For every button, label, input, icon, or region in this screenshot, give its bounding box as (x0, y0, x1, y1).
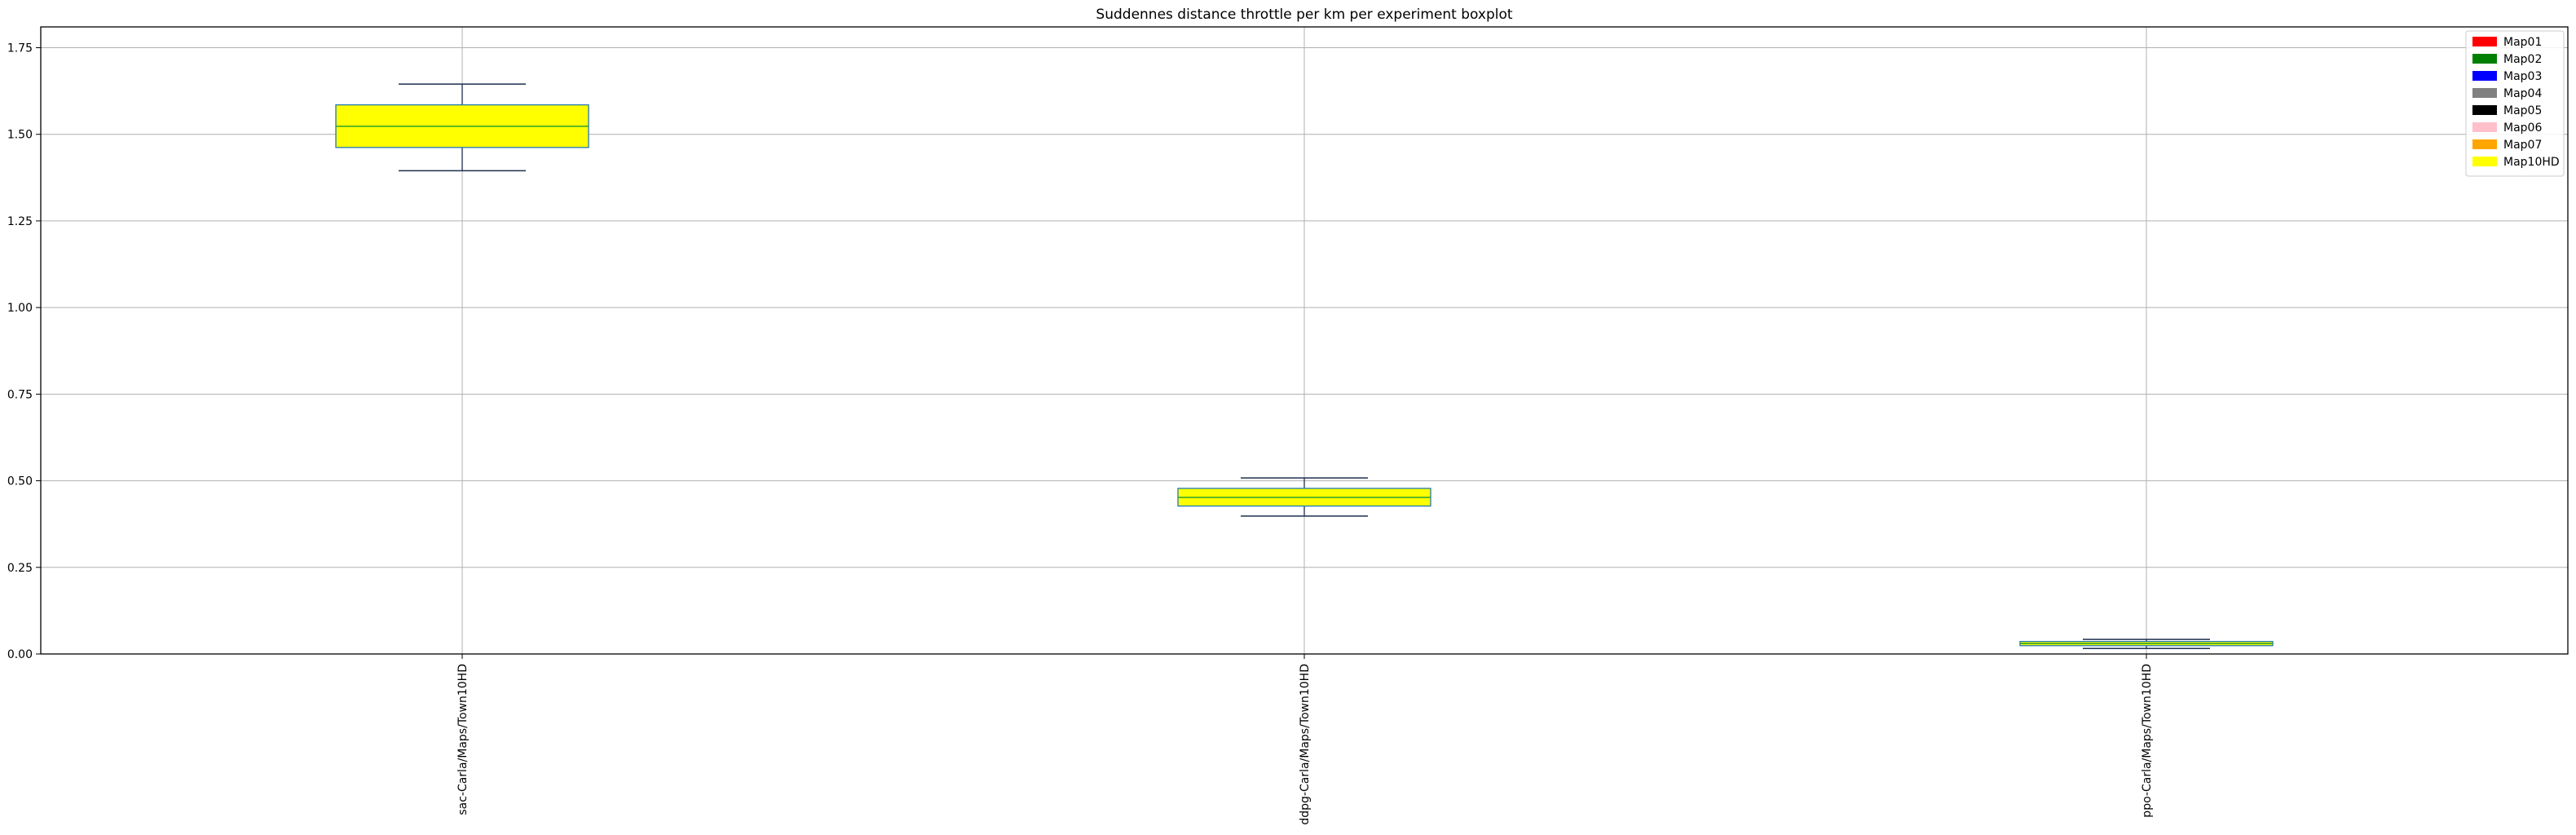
y-tick-label: 1.50 (7, 129, 33, 142)
legend-swatch (2472, 139, 2497, 149)
legend-label: Map04 (2503, 87, 2542, 100)
box-2 (1177, 477, 1431, 517)
y-tick-label: 1.75 (7, 42, 33, 55)
legend-item: Map06 (2472, 121, 2542, 135)
legend-label: Map05 (2503, 104, 2542, 117)
legend-swatch (2472, 37, 2497, 46)
legend-swatch (2472, 105, 2497, 115)
legend-item: Map05 (2472, 104, 2542, 117)
y-tick-label: 0.75 (7, 388, 33, 401)
legend-label: Map03 (2503, 70, 2542, 83)
y-axis: 0.00 0.25 0.50 0.75 1.00 1.25 1.50 1.75 (7, 42, 41, 661)
legend-label: Map06 (2503, 121, 2542, 135)
x-tick-label: ddpg-Carla/Maps/Town10HD (1299, 664, 1312, 825)
y-tick-label: 0.00 (7, 648, 33, 661)
y-tick-label: 1.00 (7, 302, 33, 315)
legend-swatch (2472, 88, 2497, 98)
legend-swatch (2472, 54, 2497, 64)
legend-item: Map03 (2472, 70, 2542, 83)
x-tick-label: ppo-Carla/Maps/Town10HD (2141, 664, 2154, 818)
box-plots (335, 83, 2274, 649)
legend-swatch (2472, 122, 2497, 132)
legend-item: Map07 (2472, 139, 2542, 152)
legend-swatch (2472, 157, 2497, 166)
legend-label: Map01 (2503, 36, 2542, 49)
legend-label: Map02 (2503, 53, 2542, 66)
y-tick-label: 1.25 (7, 215, 33, 228)
x-tick-label: sac-Carla/Maps/Town10HD (457, 664, 470, 815)
x-axis: sac-Carla/Maps/Town10HD ddpg-Carla/Maps/T… (457, 654, 2154, 825)
box-1 (335, 83, 589, 172)
legend-label: Map07 (2503, 139, 2542, 152)
legend-item: Map10HD (2472, 156, 2560, 169)
legend-label: Map10HD (2503, 156, 2560, 169)
legend: Map01 Map02 Map03 Map04 Map05 Map06 Map07 Map10… (2465, 30, 2565, 177)
y-tick-label: 0.50 (7, 475, 33, 488)
legend-item: Map04 (2472, 87, 2542, 100)
box-3 (2019, 638, 2274, 649)
legend-item: Map01 (2472, 36, 2542, 49)
legend-item: Map02 (2472, 53, 2542, 66)
chart-title: Suddennes distance throttle per km per e… (1096, 7, 1512, 23)
legend-swatch (2472, 71, 2497, 81)
y-tick-label: 0.25 (7, 562, 33, 575)
